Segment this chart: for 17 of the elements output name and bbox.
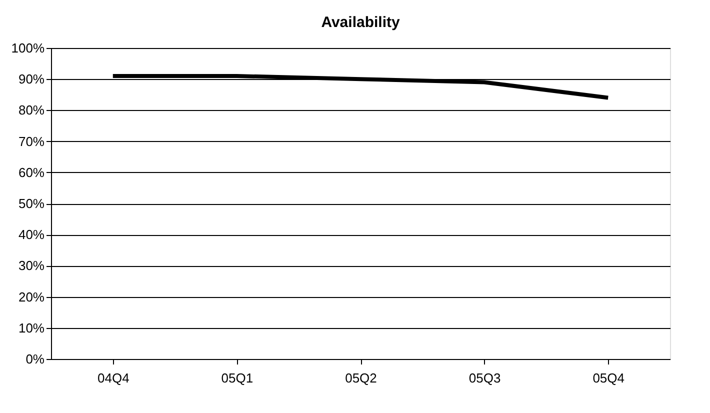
y-tick-label: 70% (18, 134, 45, 149)
y-tick-label: 0% (26, 352, 45, 366)
x-tick-label: 05Q4 (592, 370, 625, 386)
y-tick-label: 100% (11, 40, 45, 56)
y-tick-label: 10% (18, 320, 45, 336)
y-tick-label: 90% (18, 72, 45, 87)
y-tick-label: 50% (18, 196, 45, 211)
y-tick-label: 80% (18, 102, 45, 118)
y-tick-label: 40% (18, 227, 45, 242)
y-tick-label: 30% (18, 258, 45, 274)
x-tick-label: 05Q1 (221, 370, 254, 386)
x-tick-label: 05Q2 (345, 370, 377, 386)
chart-title: Availability (321, 14, 400, 31)
y-tick-label: 20% (18, 289, 45, 304)
y-tick-label: 60% (18, 164, 45, 180)
x-tick-label: 04Q4 (97, 370, 130, 386)
x-tick-label: 05Q3 (468, 370, 501, 386)
